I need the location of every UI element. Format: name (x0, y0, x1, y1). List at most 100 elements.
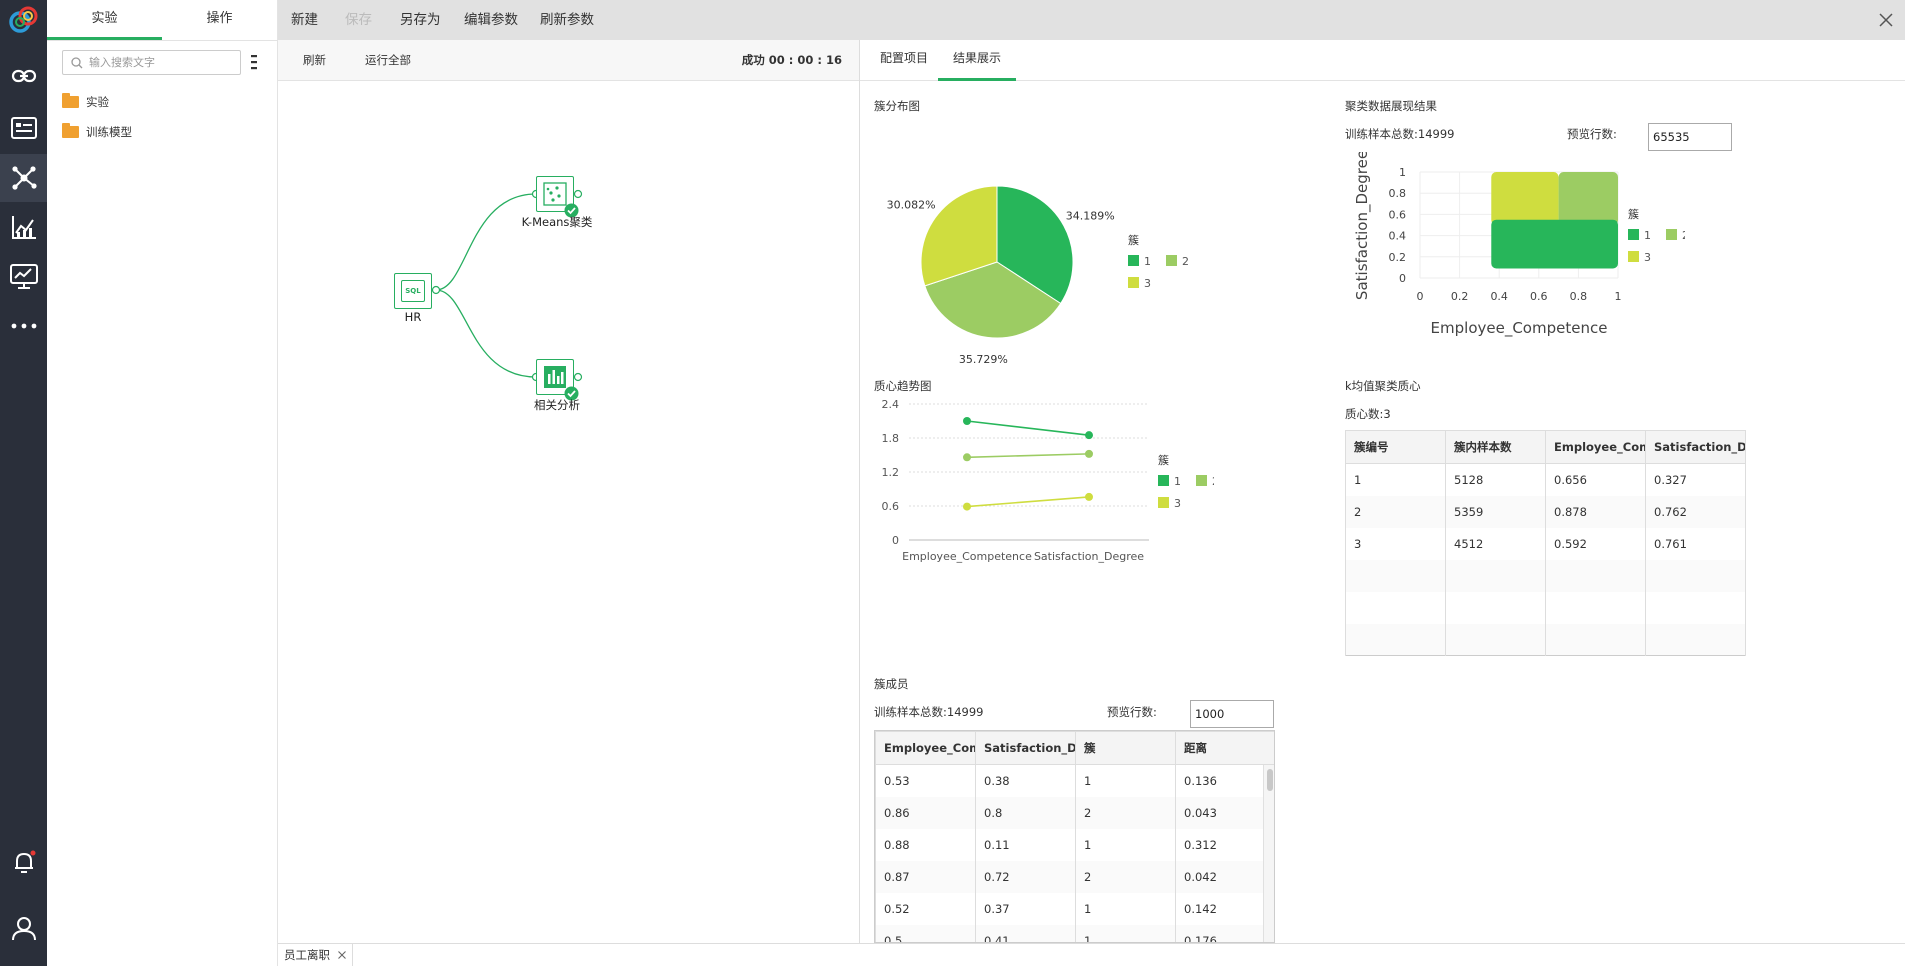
table-cell: 4512 (1445, 527, 1546, 560)
left-panel: 实验 操作 输入搜索文字 实验 训练模型 (47, 0, 278, 966)
x-tick-label: 1 (1615, 290, 1622, 303)
table-row[interactable]: 3 4512 0.592 0.761 (1345, 527, 1746, 560)
new-button[interactable]: 新建 (291, 12, 318, 28)
bar-chart-icon (544, 366, 566, 388)
run-all-button[interactable]: 运行全部 (365, 53, 411, 67)
table-cell: 0.5 (875, 924, 976, 942)
y-tick-label: 2.4 (882, 398, 900, 411)
scatter-chart: 0 0.2 0.4 0.6 0.8 1 0 0.2 0.4 0.6 0.8 1 Employee_Com… (1353, 152, 1685, 338)
table-row[interactable]: 1 5128 0.656 0.327 (1345, 463, 1746, 496)
center-header-satisfaction[interactable]: Satisfaction_Degree (1645, 430, 1746, 464)
members-scrollbar[interactable] (1263, 765, 1274, 942)
table-cell: 0.042 (1175, 860, 1274, 893)
scatter-preview-input[interactable]: 65535 (1648, 123, 1732, 151)
table-row[interactable]: 2 5359 0.878 0.762 (1345, 495, 1746, 528)
table-cell: 5128 (1445, 463, 1546, 496)
legend-swatch (1128, 277, 1139, 288)
node-kmeans-label: K-Means聚类 (521, 215, 593, 229)
link-icon[interactable] (0, 54, 47, 98)
save-button[interactable]: 保存 (345, 12, 372, 28)
members-header-satisfaction[interactable]: Satisfaction_Degree (975, 731, 1076, 765)
search-icon (71, 57, 83, 69)
search-input[interactable]: 输入搜索文字 (62, 50, 241, 75)
results-panel: 配置项目 结果展示 簇分布图 34.189% 35.729% 30.082% 簇 1 2 3… (860, 40, 1905, 943)
table-cell: 0.72 (975, 860, 1076, 893)
table-cell: 1 (1075, 892, 1176, 925)
table-cell: 0.592 (1545, 527, 1646, 560)
pie-section-title: 簇分布图 (874, 99, 920, 113)
table-row[interactable]: 0.5 0.41 1 0.176 (875, 924, 1274, 942)
monitor-icon[interactable] (0, 255, 47, 299)
edit-params-button[interactable]: 编辑参数 (464, 12, 518, 28)
scatter-preview-label: 预览行数: (1567, 127, 1617, 141)
legend-label: 3 (1174, 497, 1181, 510)
legend-swatch (1158, 475, 1169, 486)
center-table-title: k均值聚类质心 (1345, 379, 1421, 393)
members-preview-input[interactable]: 1000 (1190, 700, 1274, 728)
save-as-button[interactable]: 另存为 (400, 12, 441, 28)
legend-label: 3 (1144, 277, 1151, 290)
center-header-competence[interactable]: Employee_Competence (1545, 430, 1646, 464)
close-tab-icon[interactable] (338, 951, 346, 959)
table-row[interactable]: 0.52 0.37 1 0.142 (875, 892, 1274, 925)
bottom-tab[interactable]: 员工离职 (278, 944, 353, 966)
tree-item-label: 训练模型 (86, 125, 132, 139)
members-header-cluster[interactable]: 簇 (1075, 731, 1176, 765)
table-row[interactable]: 0.88 0.11 1 0.312 (875, 828, 1274, 861)
table-cell: 0.656 (1545, 463, 1646, 496)
tab-operations[interactable]: 操作 (206, 11, 233, 26)
close-icon[interactable] (1879, 13, 1893, 27)
scrollbar-thumb[interactable] (1267, 769, 1273, 791)
refresh-button[interactable]: 刷新 (303, 53, 326, 67)
search-placeholder: 输入搜索文字 (89, 56, 155, 69)
user-icon[interactable] (0, 906, 47, 950)
table-row[interactable]: 0.53 0.38 1 0.136 (875, 764, 1274, 797)
members-table-wrapper[interactable]: Employee_Competence Satisfaction_Degree … (874, 730, 1275, 943)
legend-title: 簇 (1128, 233, 1139, 247)
members-sample-count: 训练样本总数:14999 (874, 705, 984, 719)
table-row-empty (1345, 623, 1746, 656)
menu-icon[interactable] (251, 54, 257, 70)
table-row[interactable]: 0.86 0.8 2 0.043 (875, 796, 1274, 829)
center-header-cluster[interactable]: 簇编号 (1345, 430, 1446, 464)
logo-icon[interactable] (0, 0, 47, 40)
legend-label: 2 (1682, 229, 1685, 242)
data-point (1085, 492, 1093, 501)
tab-experiment[interactable]: 实验 (47, 0, 162, 40)
x-axis-label: Employee_Competence (1431, 319, 1608, 338)
table-cell: 1 (1075, 764, 1176, 797)
chart-icon[interactable] (0, 205, 47, 249)
more-icon[interactable] (0, 304, 47, 348)
tree-item-trained-models[interactable]: 训练模型 (62, 122, 132, 142)
members-header-competence[interactable]: Employee_Competence (875, 731, 976, 765)
x-tick-label: 0.8 (1570, 290, 1588, 303)
network-icon[interactable] (0, 154, 47, 202)
node-hr[interactable]: SQL (394, 273, 432, 309)
connection-hr-kmeans (435, 193, 537, 291)
legend-label: 1 (1144, 255, 1151, 268)
refresh-params-button[interactable]: 刷新参数 (540, 12, 594, 28)
pie-label: 34.189% (1066, 209, 1115, 222)
center-table: 簇编号 簇内样本数 Employee_Competence Satisfacti… (1345, 430, 1746, 656)
members-header-distance[interactable]: 距离 (1175, 731, 1274, 765)
panel-divider[interactable] (859, 40, 860, 943)
table-cell: 2 (1345, 495, 1446, 528)
scatter-sample-count: 训练样本总数:14999 (1345, 127, 1455, 141)
legend-swatch (1628, 229, 1639, 240)
tab-results[interactable]: 结果展示 (938, 40, 1016, 81)
table-cell: 0.87 (875, 860, 976, 893)
list-icon[interactable] (0, 106, 47, 150)
table-row[interactable]: 0.87 0.72 2 0.042 (875, 860, 1274, 893)
cluster-points-2 (1558, 172, 1618, 225)
y-tick-label: 0 (1399, 272, 1406, 285)
bell-icon[interactable] (0, 840, 47, 884)
tree-item-experiment[interactable]: 实验 (62, 92, 109, 112)
table-cell: 2 (1075, 860, 1176, 893)
center-header-count[interactable]: 簇内样本数 (1445, 430, 1546, 464)
bottom-tab-label: 员工离职 (284, 948, 330, 962)
workflow-canvas[interactable]: SQL HR K-Means聚类 相关分析 (278, 81, 859, 943)
tab-config[interactable]: 配置项目 (879, 51, 928, 65)
centroid-section-title: 质心趋势图 (874, 379, 932, 393)
x-tick-label: Employee_Competence (902, 550, 1032, 563)
center-count-label: 质心数:3 (1345, 407, 1391, 421)
